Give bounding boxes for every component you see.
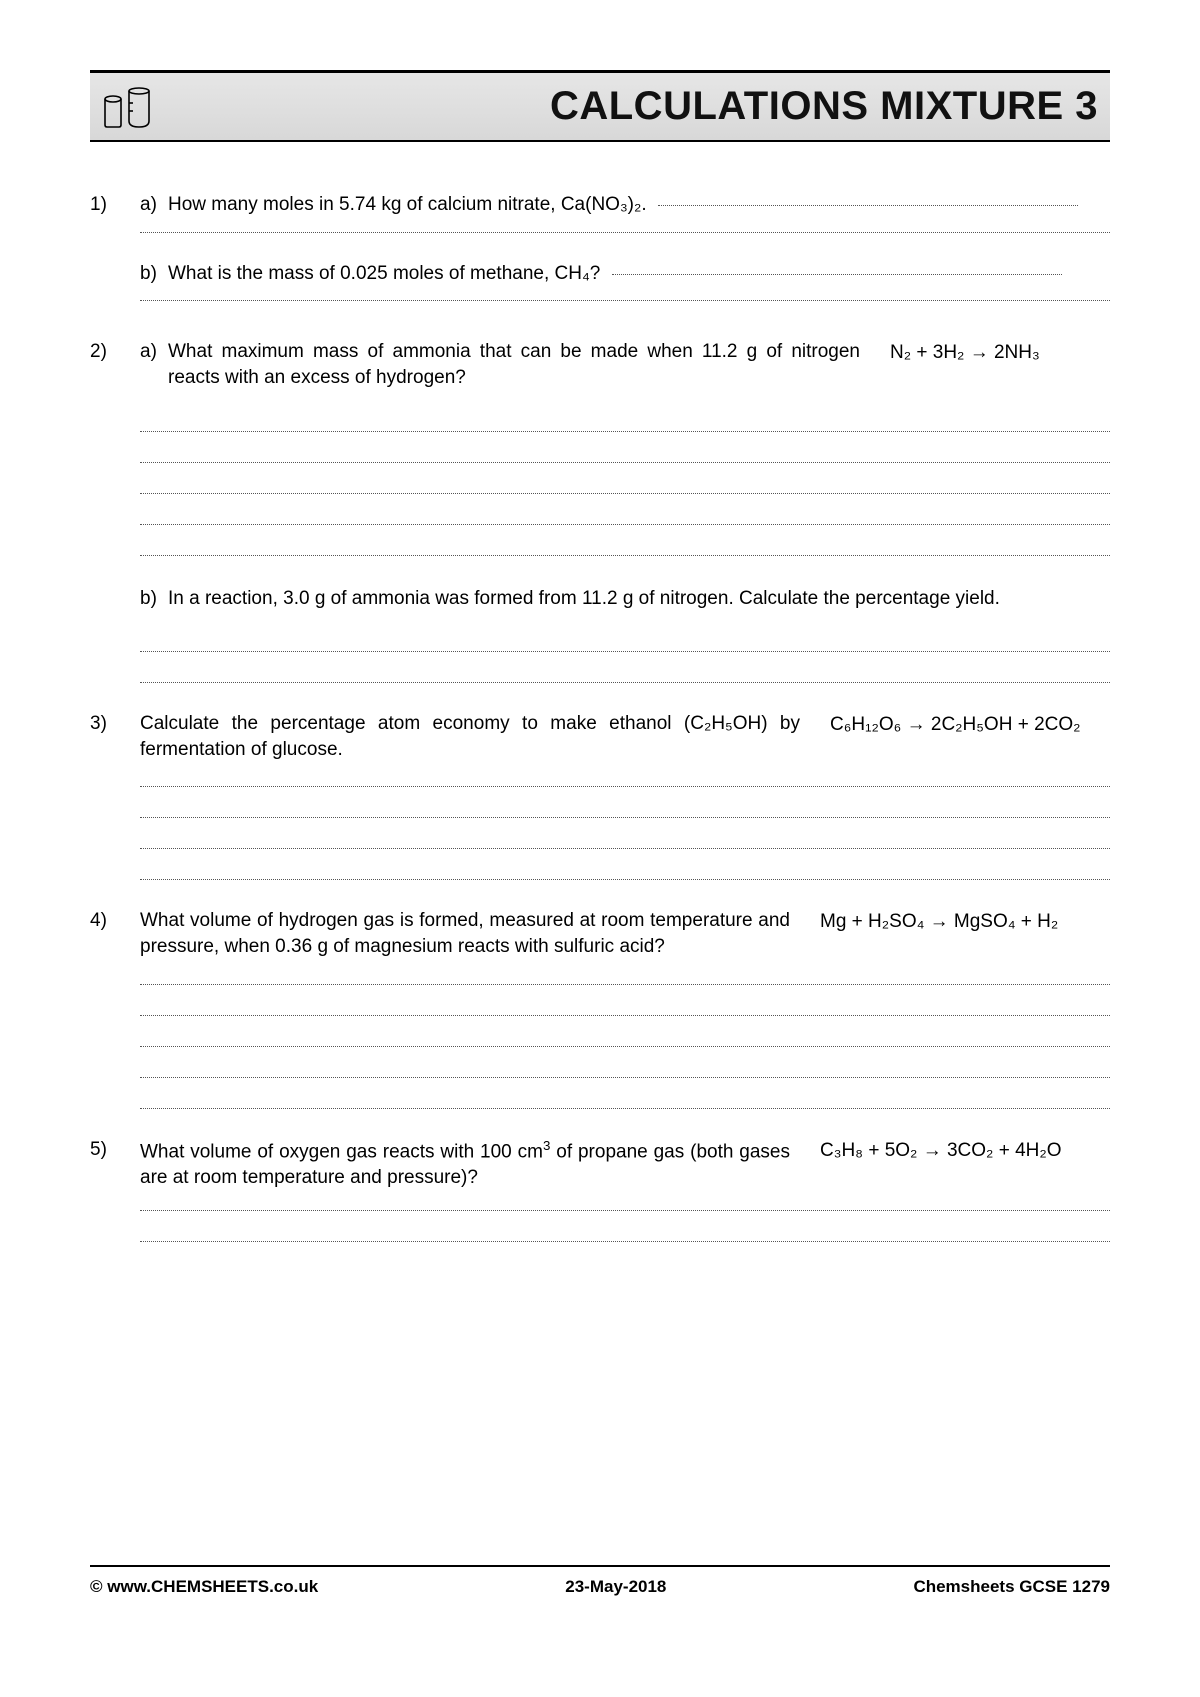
answer-line [140, 1046, 1110, 1047]
q1a-text: How many moles in 5.74 kg of calcium nit… [168, 194, 647, 215]
q5-text-before: What volume of oxygen gas reacts with 10… [140, 1141, 543, 1162]
answer-line [140, 1015, 1110, 1016]
answer-line [140, 232, 1110, 233]
question-2: 2) a) What maximum mass of ammonia that … [90, 339, 1110, 683]
question-number: 1) [90, 192, 140, 311]
answer-line [140, 431, 1110, 432]
answer-line [140, 651, 1110, 652]
question-5: 5) What volume of oxygen gas reacts with… [90, 1137, 1110, 1243]
question-text: In a reaction, 3.0 g of ammonia was form… [168, 586, 1110, 612]
question-text: What volume of oxygen gas reacts with 10… [140, 1137, 790, 1191]
sub-label: b) [140, 586, 168, 612]
answer-line [140, 1210, 1110, 1211]
page-title: CALCULATIONS MIXTURE 3 [156, 84, 1098, 129]
content-area: 1) a) How many moles in 5.74 kg of calci… [90, 142, 1110, 1242]
equation: Mg + H₂SO₄ → MgSO₄ + H₂ [820, 908, 1110, 935]
answer-line [140, 555, 1110, 556]
answer-line [140, 462, 1110, 463]
equation: N₂ + 3H₂ → 2NH₃ [890, 339, 1110, 366]
answer-line [658, 205, 1078, 206]
header-banner: CALCULATIONS MIXTURE 3 [90, 70, 1110, 142]
question-text: What maximum mass of ammonia that can be… [168, 339, 860, 390]
question-number: 4) [90, 908, 140, 1108]
question-text: What is the mass of 0.025 moles of metha… [168, 261, 1110, 287]
question-text: Calculate the percentage atom economy to… [140, 711, 800, 762]
equation: C₃H₈ + 5O₂ → 3CO₂ + 4H₂O [820, 1137, 1110, 1164]
question-1: 1) a) How many moles in 5.74 kg of calci… [90, 192, 1110, 311]
beaker-icon [96, 85, 156, 129]
footer-center: 23-May-2018 [565, 1577, 666, 1597]
answer-line [140, 493, 1110, 494]
footer-left: © www.CHEMSHEETS.co.uk [90, 1577, 318, 1597]
answer-line [140, 682, 1110, 683]
footer: © www.CHEMSHEETS.co.uk 23-May-2018 Chems… [90, 1565, 1110, 1597]
sub-label: a) [140, 192, 168, 218]
question-number: 5) [90, 1137, 140, 1243]
answer-line [140, 786, 1110, 787]
answer-line [140, 1108, 1110, 1109]
answer-line [140, 879, 1110, 880]
answer-line [140, 524, 1110, 525]
answer-line [140, 300, 1110, 301]
question-number: 3) [90, 711, 140, 880]
answer-line [140, 1077, 1110, 1078]
answer-line [612, 274, 1062, 275]
question-text: How many moles in 5.74 kg of calcium nit… [168, 192, 1110, 218]
answer-line [140, 1241, 1110, 1242]
sub-label: a) [140, 339, 168, 390]
answer-line [140, 817, 1110, 818]
question-number: 2) [90, 339, 140, 683]
question-4: 4) What volume of hydrogen gas is formed… [90, 908, 1110, 1108]
sub-label: b) [140, 261, 168, 287]
question-3: 3) Calculate the percentage atom economy… [90, 711, 1110, 880]
question-text: What volume of hydrogen gas is formed, m… [140, 908, 790, 959]
answer-line [140, 984, 1110, 985]
worksheet-page: CALCULATIONS MIXTURE 3 1) a) How many mo… [0, 0, 1200, 1242]
answer-line [140, 848, 1110, 849]
equation: C₆H₁₂O₆ → 2C₂H₅OH + 2CO₂ [830, 711, 1110, 738]
q1b-text: What is the mass of 0.025 moles of metha… [168, 263, 600, 284]
footer-right: Chemsheets GCSE 1279 [913, 1577, 1110, 1597]
